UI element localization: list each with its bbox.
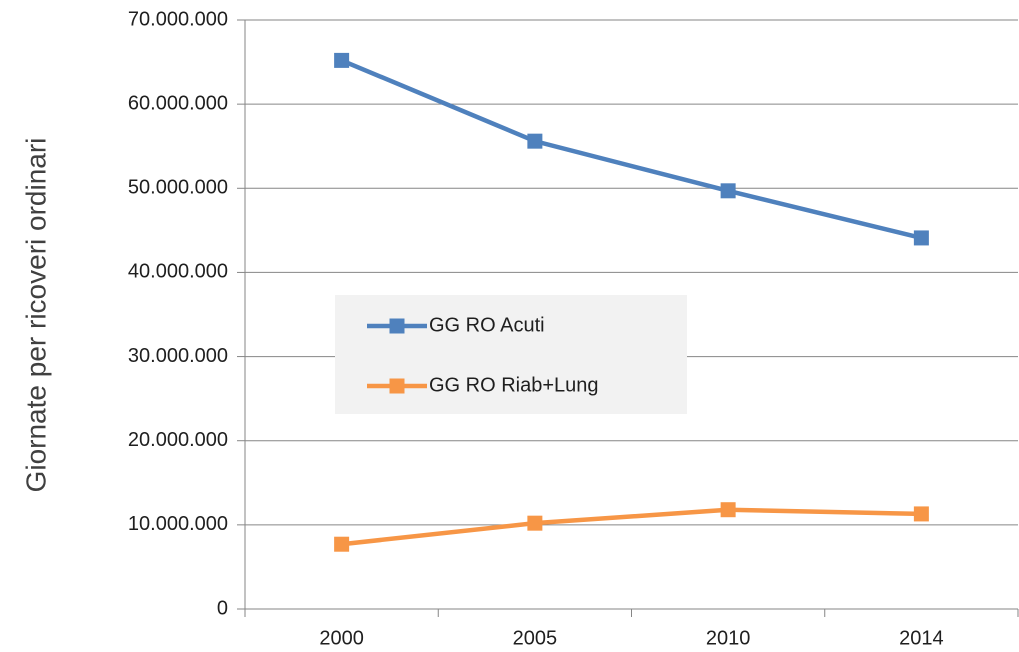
series-line [341,507,922,547]
x-tick-label: 2000 [319,627,364,649]
x-tick-label: 2014 [899,627,944,649]
y-axis-title: Giornate per ricoveri ordinari [20,138,51,493]
marker [527,133,543,149]
legend-marker [389,378,405,394]
y-tick-label: 30.000.000 [128,345,228,367]
marker [720,502,736,518]
marker [720,183,736,199]
y-tick-label: 40.000.000 [128,261,228,283]
marker [913,506,929,522]
series-line [340,58,922,241]
y-tick-label: 60.000.000 [128,92,228,114]
y-tick-label: 20.000.000 [128,429,228,451]
y-tick-label: 50.000.000 [128,177,228,199]
y-tick-label: 0 [217,597,228,619]
y-tick-label: 10.000.000 [128,513,228,535]
marker [527,515,543,531]
x-tick-label: 2010 [706,627,751,649]
legend-box [335,295,687,414]
y-tick-label: 70.000.000 [128,8,228,30]
x-tick-label: 2005 [513,627,558,649]
marker [334,52,350,68]
legend-label: GG RO Acuti [429,314,545,336]
marker [334,536,350,552]
legend-label: GG RO Riab+Lung [429,374,599,396]
marker [913,230,929,246]
legend-marker [389,318,405,334]
